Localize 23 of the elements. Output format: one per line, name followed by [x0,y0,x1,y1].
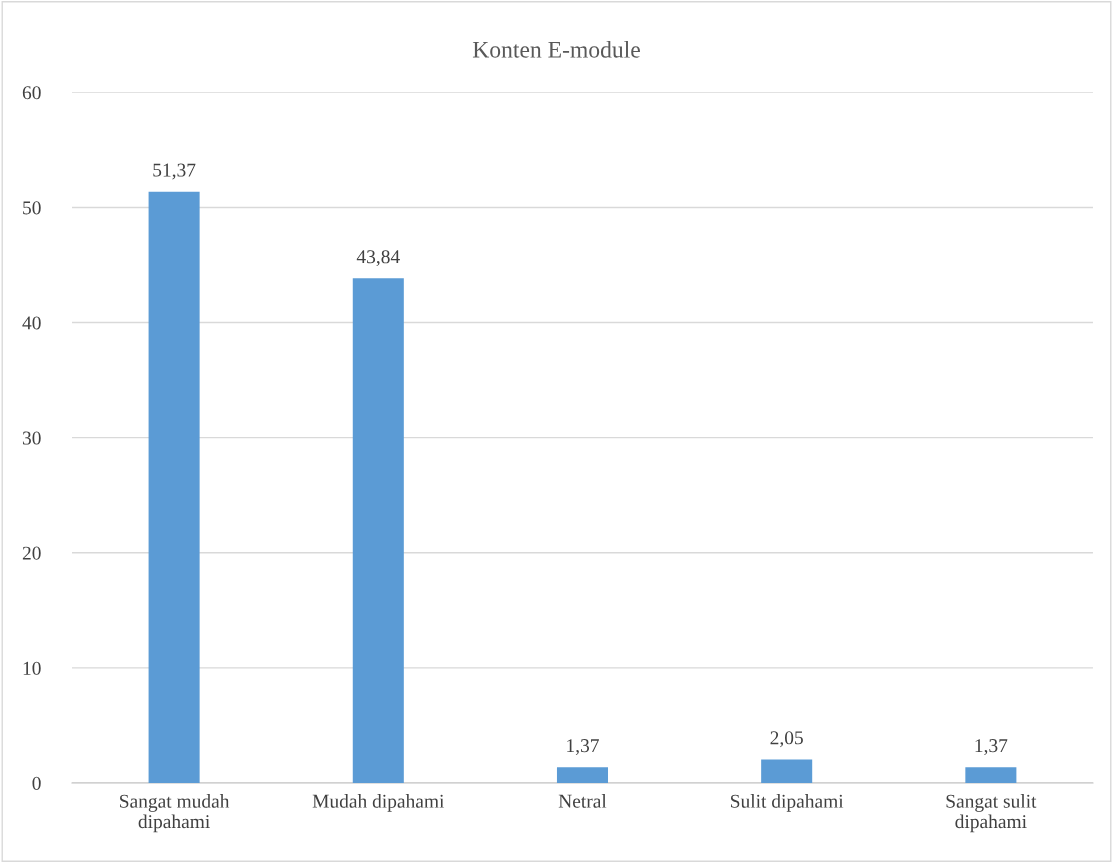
data-label: 43,84 [356,250,400,267]
x-tick-label: Sangat sulit dipahami [946,794,1037,833]
bar [148,191,200,783]
y-tick-label: 10 [23,661,41,675]
x-tick-label: Sulit dipahami [731,794,844,812]
bar [352,278,404,783]
y-tick-label: 20 [22,546,41,560]
y-tick-label: 40 [22,316,41,330]
bar [965,767,1017,783]
data-label: 1,37 [567,739,599,755]
data-label: 1,37 [975,739,1008,755]
x-tick-label: Sangat mudah dipahami [120,794,230,833]
bar [556,767,609,783]
y-tick-label: 30 [22,431,41,445]
chart-title: Konten E-module [472,41,640,58]
y-tick-label: 0 [32,776,41,790]
data-label: 51,37 [153,163,196,180]
bar [761,759,813,783]
y-tick-label: 50 [23,201,41,215]
x-tick-label: Mudah dipahami [312,794,445,812]
x-tick-label: Netral [558,794,607,808]
data-label: 2,05 [770,731,803,748]
y-tick-label: 60 [22,86,41,100]
